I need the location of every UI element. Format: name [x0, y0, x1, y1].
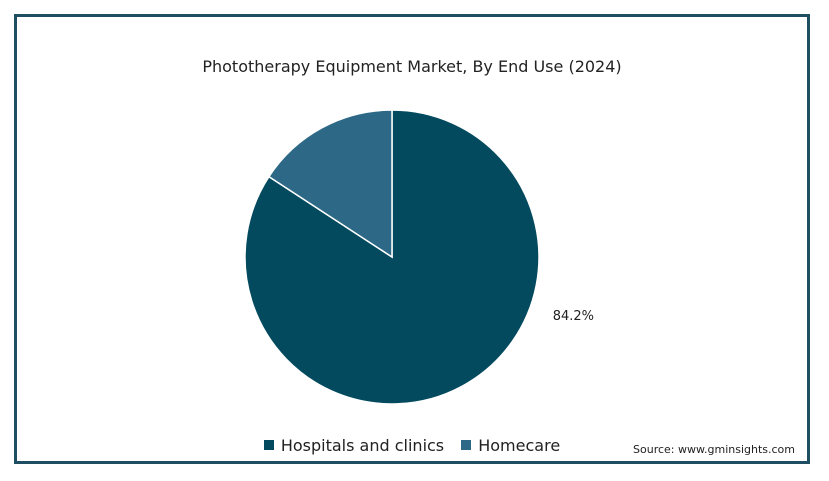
legend-label-homecare: Homecare	[478, 435, 561, 455]
chart-title: Phototherapy Equipment Market, By End Us…	[202, 57, 622, 76]
source-note: Source: www.gminsights.com	[633, 443, 795, 456]
legend-swatch-homecare	[461, 440, 472, 450]
legend-item-homecare: Homecare	[461, 436, 560, 455]
legend-item-hospitals: Hospitals and clinics	[263, 435, 445, 455]
pie-chart: 84.2%	[244, 109, 594, 405]
legend-label-hospitals: Hospitals and clinics	[280, 435, 445, 455]
data-label-hospitals-and-clinics: 84.2%	[553, 309, 594, 324]
chart-frame: Phototherapy Equipment Market, By End Us…	[14, 14, 810, 464]
legend: Hospitals and clinics Homecare	[17, 435, 807, 455]
pie-slice-homecare	[267, 109, 393, 259]
legend-swatch-hospitals	[263, 440, 274, 450]
